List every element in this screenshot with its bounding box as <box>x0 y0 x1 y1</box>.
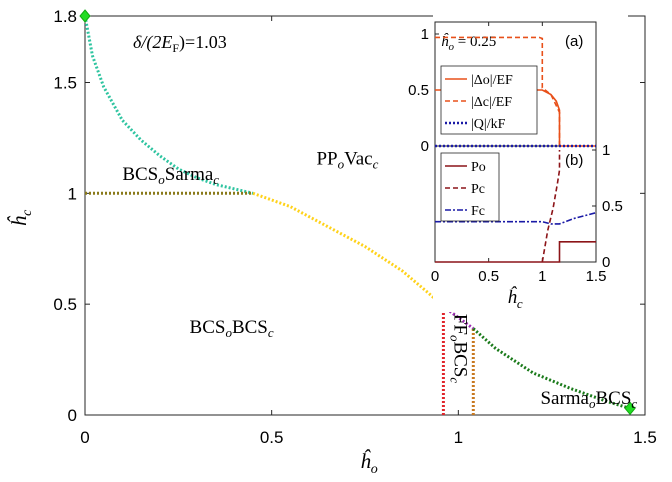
region-sub-c: c <box>631 396 637 411</box>
region-label: FFoBCSc <box>448 314 471 384</box>
inset-a-legend-entry: |Q|/kF <box>471 117 506 132</box>
main-axes-frame <box>84 15 646 416</box>
inset-b-series-1 <box>541 150 561 263</box>
phase-boundary-0 <box>83 15 254 195</box>
y-tick-label: 1 <box>68 184 77 203</box>
inset-x-label-main: ĥ <box>507 286 517 308</box>
region-main: PP <box>316 149 337 170</box>
region-mid: Sarma <box>165 164 214 185</box>
inset-b-panel-label: (b) <box>565 152 583 169</box>
inset-b-ytick-label: 0.5 <box>602 198 623 215</box>
inset-annotation-main: ĥ <box>441 33 449 50</box>
y-tick-label: 1.8 <box>53 7 77 26</box>
inset-b-series-0 <box>435 241 596 263</box>
inset-a-ytick-label: 0.5 <box>408 82 429 99</box>
inset-a-legend-entry: |Δo|/EF <box>471 73 513 88</box>
region-label: PPoVacc <box>316 149 378 172</box>
inset-x-label-sub: c <box>517 296 523 311</box>
y-axis-label-main: ĥ <box>7 215 31 226</box>
inset-b-ytick-label: 1 <box>602 142 610 159</box>
x-axis-label: ĥo <box>360 449 378 477</box>
inset-a-panel-label: (a) <box>565 33 583 50</box>
region-mid: Vac <box>344 149 372 170</box>
x-tick-label: 0.5 <box>260 428 284 447</box>
phase-boundary-6 <box>472 327 631 410</box>
region-main: Sarma <box>540 388 589 409</box>
parameter-annotation: δ/(2EF)=1.03 <box>133 32 227 55</box>
region-mid: BCS <box>232 317 268 338</box>
region-sub-c: c <box>213 172 219 187</box>
inset-b-series-2 <box>435 211 597 225</box>
inset-b-legend-entry: Po <box>471 160 486 175</box>
inset-xtick-label: 0 <box>431 268 439 285</box>
region-main: FF <box>450 314 471 335</box>
region-mid: BCS <box>596 388 632 409</box>
endpoint-marker-0 <box>79 9 91 23</box>
inset-xtick-label: 1 <box>538 268 546 285</box>
region-label: BCSoSarmac <box>122 164 219 187</box>
inset-b-ytick-label: 0 <box>602 254 610 271</box>
inset-a-ytick-label: 1 <box>421 26 429 43</box>
inset-a-ytick-label: 0 <box>421 138 429 155</box>
inset-a-legend-entry: |Δc|/EF <box>471 95 512 110</box>
inset-annotation-tail: = 0.25 <box>454 34 496 50</box>
x-tick-label: 1 <box>454 428 463 447</box>
annotation-tail: )=1.03 <box>179 32 227 53</box>
inset-xtick-label: 0.5 <box>478 268 499 285</box>
region-sub-o: o <box>338 157 345 172</box>
region-sub-o: o <box>158 172 165 187</box>
inset-x-axis-label: ĥc <box>507 286 523 311</box>
region-sub-c: c <box>448 377 463 383</box>
y-tick-label: 1.5 <box>53 74 77 93</box>
x-axis-label-main: ĥ <box>360 449 371 473</box>
region-sub-c: c <box>268 325 274 340</box>
region-main: BCS <box>190 317 226 338</box>
region-main: BCS <box>122 164 158 185</box>
y-tick-label: 0.5 <box>53 295 77 314</box>
inset-annotation-sub: o <box>449 41 455 53</box>
region-sub-o: o <box>225 325 232 340</box>
y-axis-label-sub: c <box>20 209 35 216</box>
region-label: BCSoBCSc <box>190 317 274 340</box>
inset-b-legend-entry: Fc <box>471 204 485 219</box>
region-sub-c: c <box>373 157 379 172</box>
region-sub-o: o <box>589 396 596 411</box>
endpoint-marker-1 <box>624 401 636 416</box>
inset-xtick-label: 1.5 <box>586 268 607 285</box>
annotation-sub: F <box>172 41 179 55</box>
annotation-main: δ/(2E <box>133 32 172 53</box>
inset-a-series-1 <box>435 36 561 146</box>
region-label: SarmaoBCSc <box>540 388 637 411</box>
x-tick-label: 0 <box>80 428 89 447</box>
inset-b-legend-entry: Pc <box>471 182 485 197</box>
region-mid: BCS <box>450 341 471 377</box>
x-tick-label: 1.5 <box>633 428 657 447</box>
y-axis-label: ĥc <box>7 209 35 227</box>
phase-boundary-2 <box>252 191 445 308</box>
x-axis-label-sub: o <box>371 462 378 477</box>
y-tick-label: 0 <box>68 406 77 425</box>
region-sub-o: o <box>448 335 463 342</box>
